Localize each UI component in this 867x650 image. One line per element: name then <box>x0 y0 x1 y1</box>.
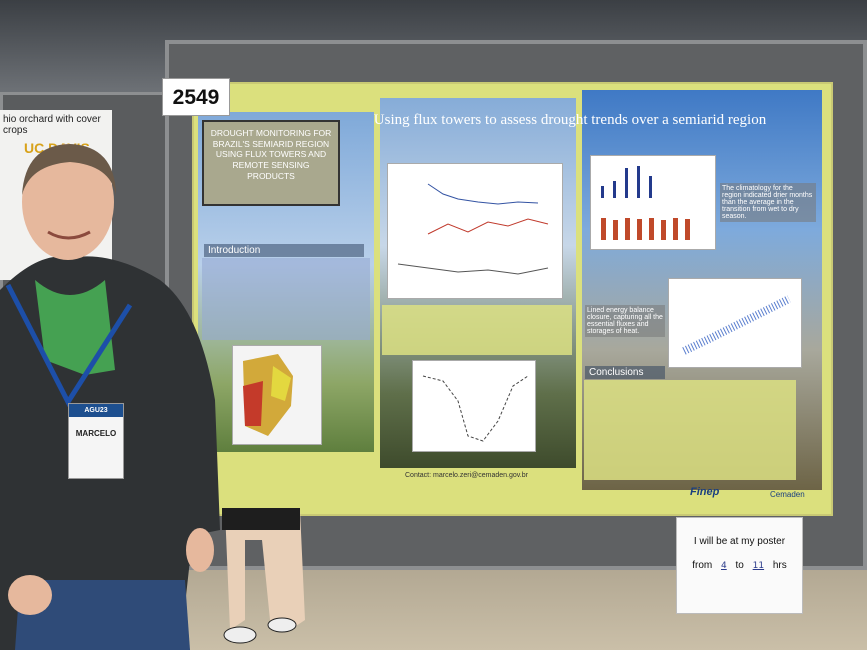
text-block <box>584 380 796 480</box>
booth-number: 2549 <box>162 78 230 116</box>
map-figure <box>232 345 322 445</box>
badge-event: AGU23 <box>69 404 123 417</box>
logo: Cemaden <box>770 490 805 499</box>
badge-name: MARCELO <box>75 429 117 438</box>
text-block <box>382 305 572 355</box>
section-heading: Introduction <box>204 244 364 257</box>
people <box>0 144 305 650</box>
sign-line: I will be at my poster <box>693 536 786 547</box>
seasonal-figure <box>412 360 536 452</box>
logo: Finep <box>690 486 720 498</box>
bars <box>601 166 690 240</box>
seasonal-curve <box>422 375 529 442</box>
sign-text: to <box>735 560 744 571</box>
text-block <box>202 258 370 340</box>
name-badge: AGU23 MARCELO <box>68 403 124 479</box>
map <box>243 354 293 436</box>
bar-figure <box>590 155 716 250</box>
scatter-figure <box>668 278 802 368</box>
contact: Contact: marcelo.zeri@cemaden.gov.br <box>405 472 528 479</box>
poster-title: Using flux towers to assess drought tren… <box>373 112 767 128</box>
sign-text: from <box>692 560 713 571</box>
handwritten-hour: 4 <box>721 561 727 571</box>
presenter-sign: I will be at my poster from 4 to 11 hrs <box>676 517 803 614</box>
poster-note: Lined energy balance closure, capturing … <box>585 305 665 337</box>
time-series-figure <box>387 163 563 299</box>
sign-line: from 4 to 11 hrs <box>677 554 802 578</box>
sign-text: hrs <box>772 560 787 571</box>
handwritten-hour: 11 <box>752 561 765 571</box>
neighbor-title: hio orchard with cover crops <box>3 114 101 136</box>
section-heading: Conclusions <box>585 366 665 379</box>
poster-box-title: DROUGHT MONITORING FOR BRAZIL'S SEMIARID… <box>202 120 340 206</box>
scatter <box>682 295 791 355</box>
poster-note: The climatology for the region indicated… <box>720 183 816 222</box>
time-series <box>397 183 549 275</box>
